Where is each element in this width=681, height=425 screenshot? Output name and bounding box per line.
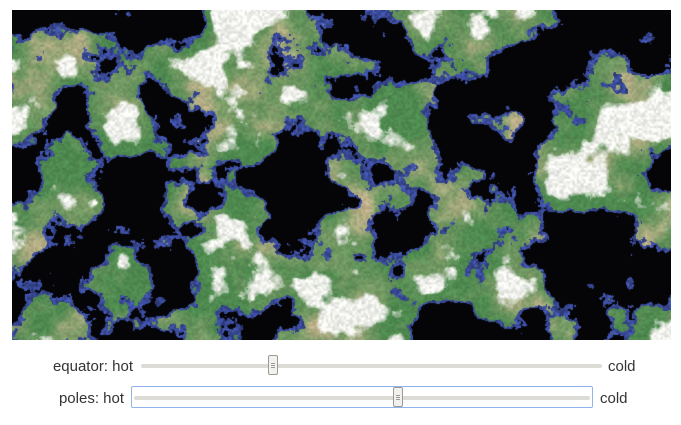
poles-hot-label: poles: hot: [58, 390, 124, 407]
poles-slider-track[interactable]: [134, 396, 590, 400]
poles-slider[interactable]: [131, 386, 593, 408]
equator-cold-label: cold: [608, 358, 636, 375]
terrain-map-canvas: [12, 10, 671, 340]
equator-slider-thumb[interactable]: [267, 355, 278, 375]
equator-slider-track[interactable]: [141, 364, 602, 368]
poles-slider-thumb[interactable]: [392, 387, 403, 407]
equator-control: equator: hot cold: [0, 354, 681, 380]
poles-control: poles: hot cold: [0, 386, 681, 412]
equator-hot-label: equator: hot: [52, 358, 133, 375]
equator-slider[interactable]: [141, 355, 602, 377]
poles-cold-label: cold: [600, 390, 628, 407]
terrain-map: [12, 10, 671, 340]
